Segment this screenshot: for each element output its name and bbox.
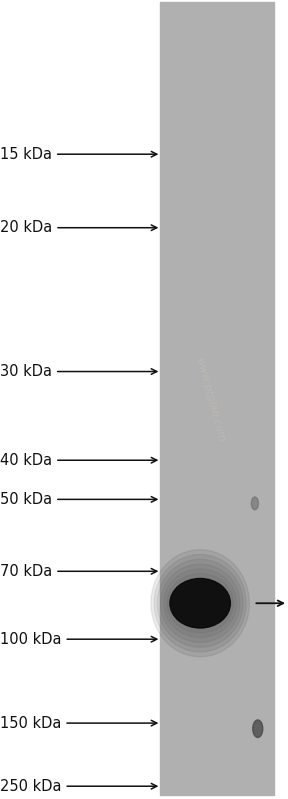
Ellipse shape [251, 497, 259, 510]
Text: 150 kDa: 150 kDa [0, 716, 157, 730]
Bar [160, 2, 274, 795]
Text: 15 kDa: 15 kDa [0, 147, 157, 161]
Ellipse shape [253, 720, 263, 737]
Text: 50 kDa: 50 kDa [0, 492, 157, 507]
Ellipse shape [157, 559, 243, 647]
Text: 40 kDa: 40 kDa [0, 453, 157, 467]
Text: 100 kDa: 100 kDa [0, 632, 157, 646]
Ellipse shape [151, 550, 249, 657]
Ellipse shape [160, 564, 240, 642]
Text: 250 kDa: 250 kDa [0, 779, 157, 793]
Ellipse shape [154, 555, 246, 652]
Ellipse shape [170, 578, 230, 628]
Text: 20 kDa: 20 kDa [0, 221, 157, 235]
Text: 70 kDa: 70 kDa [0, 564, 157, 578]
Text: www.ptglab.com: www.ptglab.com [194, 356, 226, 443]
Text: 30 kDa: 30 kDa [0, 364, 157, 379]
